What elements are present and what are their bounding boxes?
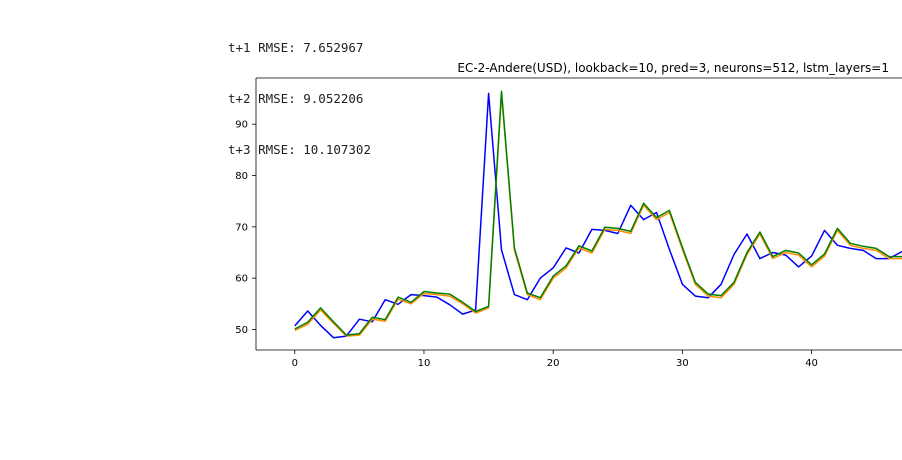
chart-title: EC-2-Andere(USD), lookback=10, pred=3, n… [457,61,889,75]
y-tick-label: 90 [235,120,248,131]
y-tick-label: 60 [235,274,248,285]
y-tick-label: 80 [235,171,248,182]
x-tick-label: 40 [805,358,818,369]
y-tick-label: 70 [235,222,248,233]
x-tick-label: 20 [547,358,560,369]
x-tick-label: 0 [292,358,298,369]
series-layer [294,90,902,339]
y-tick-label: 50 [235,325,248,336]
rmse-line-t3: t+3 RMSE: 10.107302 [228,142,371,157]
rmse-line-t2: t+2 RMSE: 9.052206 [228,91,364,106]
series-line-1 [294,92,902,339]
rmse-output: t+1 RMSE: 7.652967 t+2 RMSE: 9.052206 t+… [228,5,371,175]
ticks: 0 10 20 30 40 50 60 70 80 90 [235,120,818,369]
series-line-3 [294,90,902,336]
series-line-2 [294,92,902,337]
rmse-line-t1: t+1 RMSE: 7.652967 [228,40,364,55]
x-tick-label: 10 [418,358,431,369]
axes [255,77,902,351]
x-tick-label: 30 [676,358,689,369]
